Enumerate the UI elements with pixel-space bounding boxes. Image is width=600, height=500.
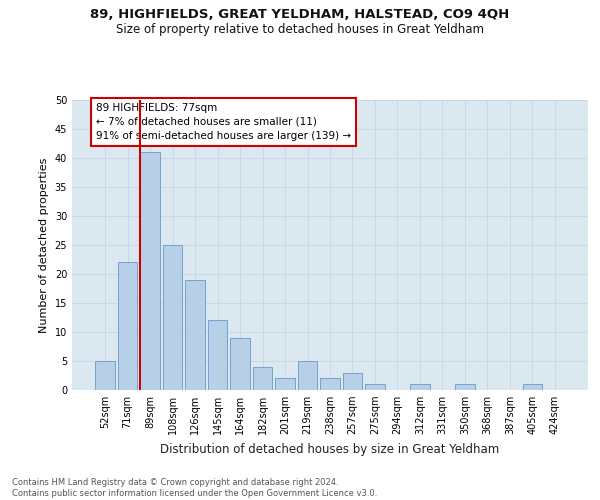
- Bar: [365, 384, 385, 390]
- Bar: [343, 372, 362, 390]
- Bar: [298, 361, 317, 390]
- Text: Contains HM Land Registry data © Crown copyright and database right 2024.
Contai: Contains HM Land Registry data © Crown c…: [12, 478, 377, 498]
- Bar: [320, 378, 340, 390]
- Bar: [95, 361, 115, 390]
- Bar: [410, 384, 430, 390]
- Text: 89, HIGHFIELDS, GREAT YELDHAM, HALSTEAD, CO9 4QH: 89, HIGHFIELDS, GREAT YELDHAM, HALSTEAD,…: [91, 8, 509, 20]
- Bar: [455, 384, 475, 390]
- Text: 89 HIGHFIELDS: 77sqm
← 7% of detached houses are smaller (11)
91% of semi-detach: 89 HIGHFIELDS: 77sqm ← 7% of detached ho…: [96, 103, 351, 141]
- Bar: [253, 367, 272, 390]
- Bar: [230, 338, 250, 390]
- Bar: [208, 320, 227, 390]
- Bar: [275, 378, 295, 390]
- Bar: [523, 384, 542, 390]
- Y-axis label: Number of detached properties: Number of detached properties: [39, 158, 49, 332]
- Text: Distribution of detached houses by size in Great Yeldham: Distribution of detached houses by size …: [160, 442, 500, 456]
- Bar: [185, 280, 205, 390]
- Bar: [140, 152, 160, 390]
- Bar: [118, 262, 137, 390]
- Text: Size of property relative to detached houses in Great Yeldham: Size of property relative to detached ho…: [116, 22, 484, 36]
- Bar: [163, 245, 182, 390]
